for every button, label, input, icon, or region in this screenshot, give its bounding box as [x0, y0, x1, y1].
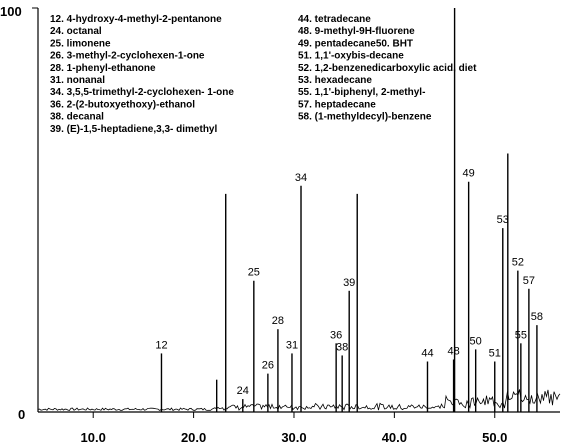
legend-entry: 38. decanal: [50, 112, 104, 123]
x-tick-label: 20.0: [181, 430, 206, 445]
legend-entry: 49. pentadecane50. BHT: [298, 38, 413, 49]
peak-label: 25: [248, 267, 260, 279]
baseline-trace: [37, 389, 561, 412]
y-tick-label-max: 100: [0, 4, 22, 19]
legend-entry: 48. 9-methyl-9H-fluorene: [298, 26, 415, 37]
legend-entry: 34. 3,5,5-trimethyl-2-cyclohexen- 1-one: [50, 87, 234, 98]
legend-entry: 31. nonanal: [50, 75, 105, 86]
peak-label: 57: [523, 275, 535, 287]
peak-label: 50: [470, 335, 482, 347]
legend-entry: 57. heptadecane: [298, 99, 376, 110]
x-tick-label: 50.0: [482, 430, 507, 445]
x-tick-label: 40.0: [382, 430, 407, 445]
peak-label: 53: [497, 214, 509, 226]
legend-entry: 58. (1-methyldecyl)-benzene: [298, 112, 432, 123]
legend-entry: 26. 3-methyl-2-cyclohexen-1-one: [50, 51, 205, 62]
legend-entry: 25. limonene: [50, 38, 111, 49]
legend-entry: 51. 1,1'-oxybis-decane: [298, 51, 404, 62]
legend-entry: 12. 4-hydroxy-4-methyl-2-pentanone: [50, 14, 222, 25]
peak-label: 36: [330, 329, 342, 341]
legend-entry: 39. (E)-1,5-heptadiene,3,3- dimethyl: [50, 124, 217, 135]
peak-label: 52: [512, 257, 524, 269]
legend-entry: 55. 1,1'-biphenyl, 2-methyl-: [298, 87, 425, 98]
peak-label: 49: [463, 168, 475, 180]
peak-label: 26: [262, 360, 274, 372]
legend-entry: 53. hexadecane: [298, 75, 372, 86]
peak-label: 34: [295, 172, 307, 184]
peak-label: 24: [237, 385, 249, 397]
peak-label: 31: [286, 339, 298, 351]
legend-entry: 36. 2-(2-butoxyethoxy)-ethanol: [50, 99, 195, 110]
y-tick-label-min: 0: [18, 407, 25, 422]
axes: 100 0: [0, 4, 560, 422]
x-axis-ticks: 10.0 20.0 30.0 40.0 50.0: [81, 412, 507, 445]
peak-label: 44: [421, 348, 433, 360]
baseline-noise: [37, 389, 561, 412]
legend-entry: 24. octanal: [50, 26, 102, 37]
peak-label: 12: [155, 339, 167, 351]
legend-entry: 52. 1,2-benzenedicarboxylic acid, diet: [298, 63, 477, 74]
legend-entry: 44. tetradecane: [298, 14, 371, 25]
peak-label: 39: [343, 277, 355, 289]
peak-lines: [160, 8, 538, 412]
peak-label: 38: [336, 341, 348, 353]
peak-label: 58: [531, 311, 543, 323]
legend-entry: 28. 1-phenyl-ethanone: [50, 63, 156, 74]
peak-label: 48: [447, 345, 459, 357]
peak-label: 51: [489, 348, 501, 360]
x-tick-label: 30.0: [281, 430, 306, 445]
peak-label: 28: [272, 315, 284, 327]
peak-label: 55: [515, 329, 527, 341]
x-tick-label: 10.0: [81, 430, 106, 445]
